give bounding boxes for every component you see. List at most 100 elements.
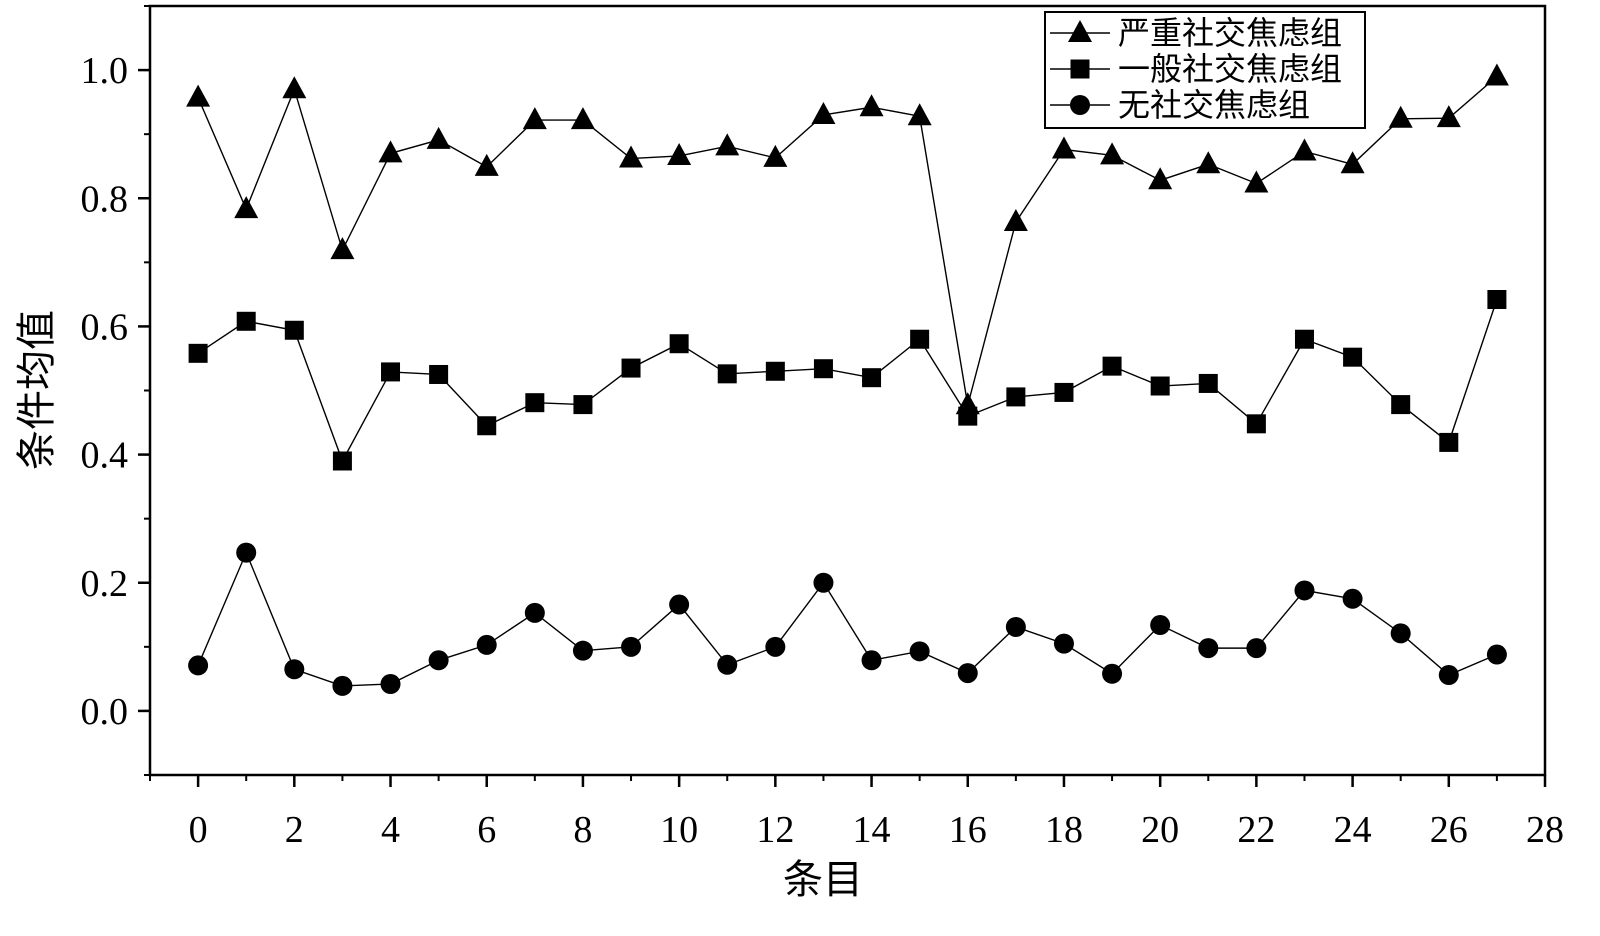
data-point-square xyxy=(573,395,593,415)
data-point-triangle xyxy=(811,101,836,124)
data-point-triangle xyxy=(1244,170,1269,193)
data-point-circle xyxy=(1102,663,1123,684)
x-tick-label: 10 xyxy=(660,809,698,851)
data-point-triangle xyxy=(570,107,595,130)
data-point-circle xyxy=(909,641,930,662)
data-point-circle xyxy=(332,675,353,696)
data-point-triangle xyxy=(715,133,740,156)
data-point-square xyxy=(669,334,689,354)
series-line xyxy=(197,299,1498,463)
data-point-circle xyxy=(284,659,305,680)
x-tick-label: 4 xyxy=(381,809,400,851)
y-tick-label: 1.0 xyxy=(81,50,129,92)
data-point-circle xyxy=(717,654,738,675)
data-point-circle xyxy=(1438,665,1459,686)
data-point-circle xyxy=(1294,580,1315,601)
data-point-square xyxy=(1246,414,1266,434)
data-point-square xyxy=(765,361,785,381)
legend-label: 一般社交焦虑组 xyxy=(1118,51,1342,87)
x-tick-label: 6 xyxy=(477,809,496,851)
data-point-square xyxy=(284,320,304,340)
data-point-circle xyxy=(188,655,209,676)
data-point-circle xyxy=(236,542,257,563)
x-tick-label: 16 xyxy=(949,809,987,851)
data-point-circle xyxy=(1486,644,1507,665)
series-square xyxy=(188,290,1507,471)
data-point-circle xyxy=(1246,638,1267,659)
data-point-circle xyxy=(861,650,882,671)
y-tick-label: 0.8 xyxy=(81,178,129,220)
data-point-square xyxy=(621,358,641,378)
data-point-square xyxy=(1150,376,1170,396)
data-point-triangle xyxy=(619,145,644,168)
data-point-square xyxy=(813,359,833,379)
legend-box xyxy=(1044,11,1366,129)
legend-marker-circle xyxy=(1070,95,1090,115)
data-point-square xyxy=(1487,290,1507,310)
series-line xyxy=(197,75,1498,406)
y-axis-ticks: 0.0 0.2 0.4 0.6 0.8 1.0 xyxy=(81,5,150,776)
data-point-triangle xyxy=(1388,105,1413,128)
data-point-triangle xyxy=(282,76,307,99)
x-tick-label: 18 xyxy=(1045,809,1083,851)
data-point-square xyxy=(910,329,930,349)
data-point-circle xyxy=(524,602,545,623)
data-point-triangle xyxy=(1484,63,1509,86)
x-tick-label: 20 xyxy=(1141,809,1179,851)
data-point-triangle xyxy=(234,196,259,219)
data-point-square xyxy=(188,343,208,363)
data-point-circle xyxy=(765,636,786,657)
data-point-triangle xyxy=(1436,105,1461,128)
legend-label: 无社交焦虑组 xyxy=(1118,87,1310,123)
data-point-circle xyxy=(572,640,593,661)
data-point-circle xyxy=(957,663,978,684)
series-circle xyxy=(188,542,1507,696)
y-axis-title: 条件均值 xyxy=(14,310,59,470)
data-point-triangle xyxy=(474,153,499,176)
x-tick-label: 0 xyxy=(189,809,208,851)
data-point-triangle xyxy=(1340,151,1365,174)
data-point-circle xyxy=(813,572,834,593)
data-point-square xyxy=(236,311,256,331)
x-tick-label: 14 xyxy=(853,809,891,851)
y-tick-label: 0.4 xyxy=(81,435,129,477)
data-point-circle xyxy=(669,594,690,615)
data-point-triangle xyxy=(522,107,547,130)
data-point-triangle xyxy=(667,142,692,165)
data-point-square xyxy=(525,393,545,413)
x-tick-label: 26 xyxy=(1430,809,1468,851)
data-point-triangle xyxy=(426,126,451,149)
data-point-square xyxy=(1439,432,1459,452)
data-point-triangle xyxy=(1051,136,1076,159)
data-point-square xyxy=(862,368,882,388)
data-point-triangle xyxy=(763,144,788,167)
x-tick-label: 28 xyxy=(1526,809,1564,851)
data-point-square xyxy=(429,364,449,384)
data-point-circle xyxy=(1390,623,1411,644)
data-point-square xyxy=(477,416,497,436)
y-tick-label: 0.0 xyxy=(81,691,129,733)
data-point-triangle xyxy=(907,103,932,126)
y-tick-label: 0.6 xyxy=(81,306,129,348)
data-point-square xyxy=(1391,395,1411,415)
data-point-square xyxy=(1054,382,1074,402)
x-axis-title: 条目 xyxy=(783,857,863,902)
data-point-circle xyxy=(1150,615,1171,636)
legend-label: 严重社交焦虑组 xyxy=(1118,15,1342,51)
y-tick-label: 0.2 xyxy=(81,563,129,605)
x-tick-label: 22 xyxy=(1237,809,1275,851)
data-point-triangle xyxy=(186,84,211,107)
x-axis-ticks: 0 2 4 6 8 10 12 14 16 18 20 22 24 26 28 xyxy=(149,775,1564,851)
data-point-circle xyxy=(1342,588,1363,609)
data-point-circle xyxy=(476,634,497,655)
x-tick-label: 2 xyxy=(285,809,304,851)
legend-marker-square xyxy=(1070,59,1090,79)
x-tick-label: 24 xyxy=(1334,809,1372,851)
data-point-circle xyxy=(1198,638,1219,659)
data-point-triangle xyxy=(1292,138,1317,161)
data-point-triangle xyxy=(1196,151,1221,174)
data-point-square xyxy=(958,406,978,426)
data-point-triangle xyxy=(1003,208,1028,231)
